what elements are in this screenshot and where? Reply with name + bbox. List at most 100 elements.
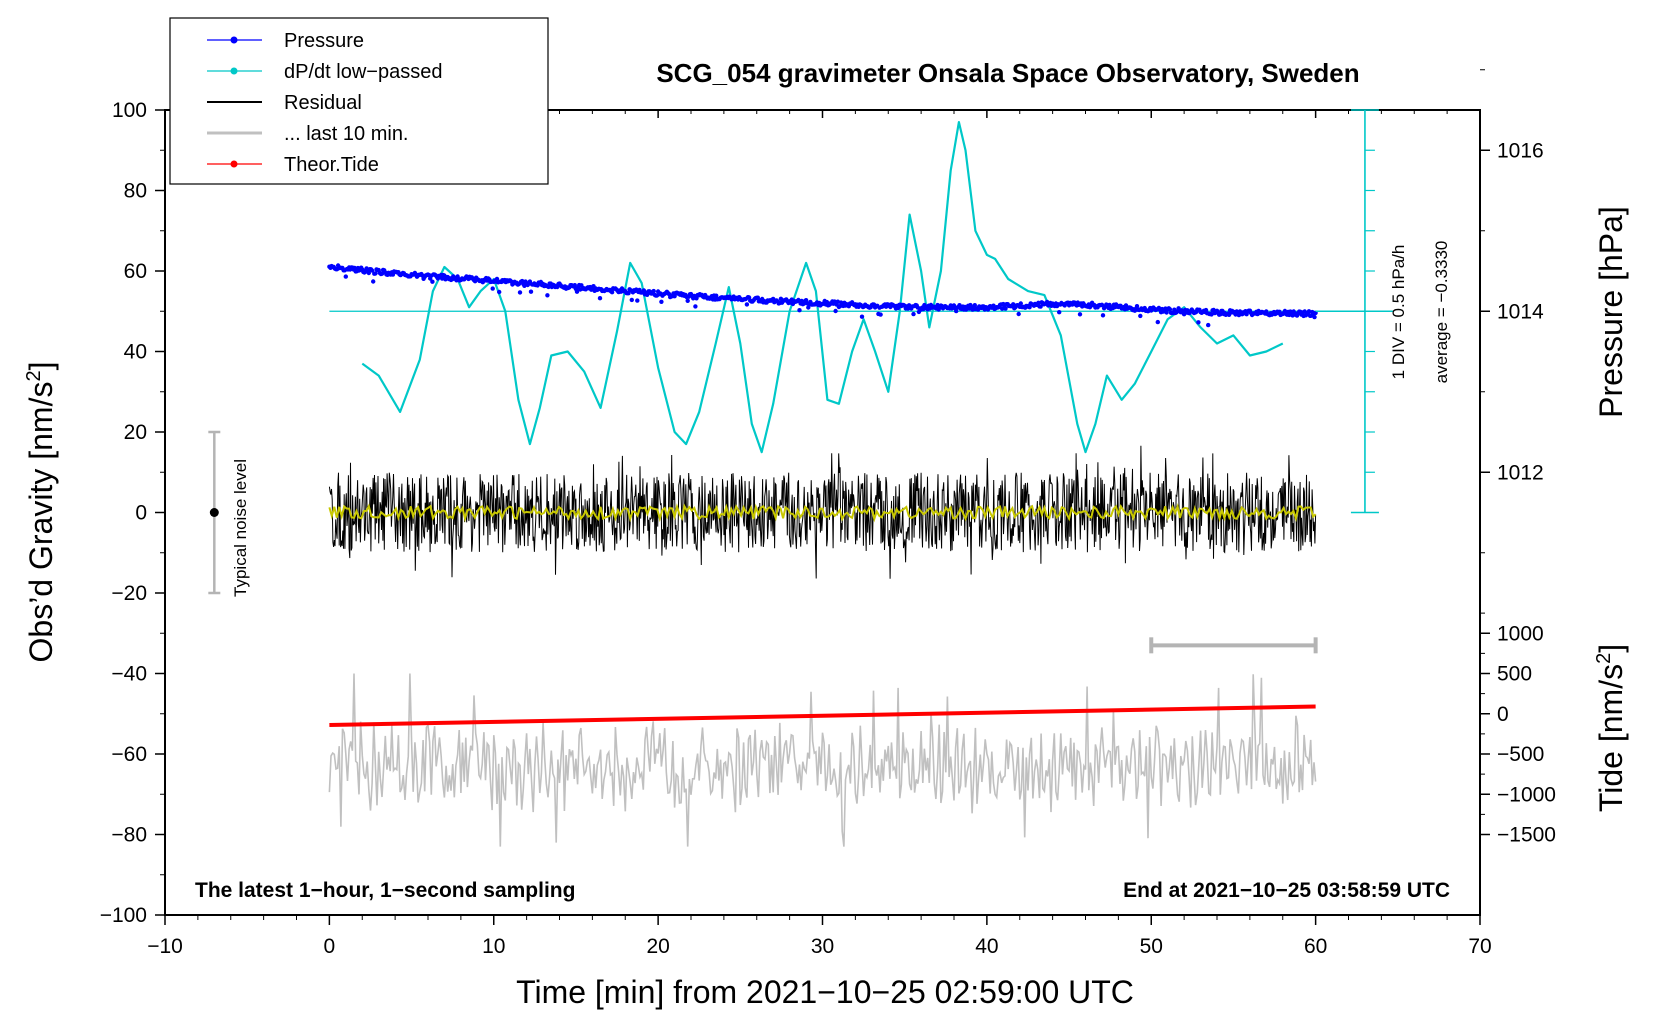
pressure-point (957, 303, 962, 308)
pressure-point (796, 297, 801, 303)
pressure-point (494, 276, 500, 282)
pressure-point (1218, 312, 1223, 317)
x-tick-label: −10 (147, 935, 183, 958)
tide-tick-label: 1000 (1497, 622, 1544, 645)
x-tick-label: 20 (646, 935, 669, 958)
y-tick-label: 100 (112, 99, 147, 122)
legend-label-tide: Theor.Tide (284, 154, 379, 176)
pressure-point (1306, 309, 1312, 314)
pressure-point (1016, 311, 1021, 317)
y-tick-label: −100 (100, 904, 147, 927)
pressure-point (545, 293, 550, 298)
legend-label-residual: Residual (284, 92, 362, 114)
div-scale (1315, 109, 1393, 514)
series-last-10-min (328, 673, 1317, 847)
pressure-point (366, 270, 371, 276)
pressure-point (1100, 313, 1106, 318)
tide-tick-label: −500 (1497, 743, 1544, 766)
pressure-point (490, 286, 495, 291)
tide-tick-label: −1500 (1497, 824, 1556, 847)
legend-marker-dpdt (230, 67, 238, 75)
legend-marker-pressure (230, 36, 238, 44)
pressure-point (609, 290, 615, 295)
y-axis-label: Obs’d Gravity [nm/s2] (23, 362, 59, 663)
pressure-point (517, 290, 523, 295)
y-tick-label: 80 (124, 180, 147, 203)
pressure-point (1018, 301, 1023, 306)
pressure-point (497, 289, 502, 295)
pressure-point (911, 311, 916, 317)
pressure-point (1196, 320, 1201, 325)
pressure-point (430, 279, 435, 284)
pressure-point (693, 304, 698, 309)
pressure-point (379, 271, 385, 276)
tide-tick-label: 0 (1497, 703, 1509, 726)
series-residual (328, 445, 1317, 579)
pressure-point (597, 296, 603, 301)
pressure-point (572, 283, 577, 288)
pressure-point (1209, 312, 1214, 317)
y-axis-label-sup: 2 (23, 370, 45, 381)
pressure-point (1077, 312, 1083, 317)
pressure-point (806, 305, 811, 310)
y-tick-label: 40 (124, 341, 147, 364)
pressure-point (574, 289, 580, 294)
y-tick-label: −20 (111, 582, 147, 605)
x-tick-label: 50 (1140, 935, 1163, 958)
tide-axis-label-sup: 2 (1593, 653, 1615, 664)
pressure-point (835, 299, 840, 304)
pressure-point (833, 308, 838, 314)
tide-axis-label-base: Tide [nm/s (1593, 664, 1629, 812)
data-layer (208, 109, 1393, 847)
legend-label-pressure: Pressure (284, 30, 364, 52)
pressure-tick-label: 1012 (1497, 461, 1544, 484)
y-tick-label: 20 (124, 421, 147, 444)
legend-marker-tide (230, 160, 238, 168)
tide-tick-label: 500 (1497, 663, 1532, 686)
tide-axis-label: Tide [nm/s2] (1593, 644, 1629, 812)
footer-right: End at 2021−10−25 03:58:59 UTC (1123, 879, 1450, 902)
pressure-point (343, 274, 348, 279)
pressure-point (685, 298, 690, 303)
x-tick-label: 10 (482, 935, 505, 958)
pressure-point (651, 288, 656, 294)
pressure-point (635, 298, 640, 303)
series-theor-tide (329, 704, 1316, 728)
pressure-point (1134, 304, 1140, 309)
pressure-point (659, 299, 664, 304)
series-pressure (327, 263, 1318, 328)
footer-left: The latest 1−hour, 1−second sampling (195, 879, 575, 902)
series-residual-smoothed (328, 502, 1317, 523)
noise-bar-center (209, 508, 219, 517)
pressure-point (371, 279, 376, 284)
pressure-point (1038, 304, 1043, 309)
pressure-axis-label: Pressure [hPa] (1593, 206, 1629, 418)
series-dpdt (361, 120, 1284, 454)
pressure-tick-label: 1016 (1497, 139, 1544, 162)
x-tick-label: 60 (1304, 935, 1327, 958)
legend-label-dpdt: dP/dt low−passed (284, 61, 442, 83)
pressure-point (972, 303, 977, 308)
pressure-point (1167, 307, 1173, 312)
pressure-point (528, 289, 534, 294)
pressure-point (714, 293, 719, 298)
pressure-point (373, 271, 378, 276)
y-tick-label: −80 (111, 824, 147, 847)
pressure-point (1155, 319, 1161, 325)
y-tick-label: −40 (111, 663, 147, 686)
average-label: average = −0.3330 (1432, 241, 1451, 384)
x-tick-label: 30 (811, 935, 834, 958)
pressure-point (369, 268, 375, 273)
pressure-point (954, 308, 959, 314)
legend: Pressure dP/dt low−passed Residual ... l… (169, 17, 549, 185)
y-axis-label-close: ] (23, 362, 59, 371)
pressure-point (1099, 302, 1105, 307)
pressure-point (797, 308, 802, 313)
y-tick-label: 60 (124, 260, 147, 283)
pressure-point (1138, 313, 1143, 319)
pressure-point (1036, 300, 1041, 305)
noise-level-label: Typical noise level (231, 459, 250, 597)
pressure-point (1057, 310, 1062, 315)
pressure-point (1312, 314, 1317, 320)
